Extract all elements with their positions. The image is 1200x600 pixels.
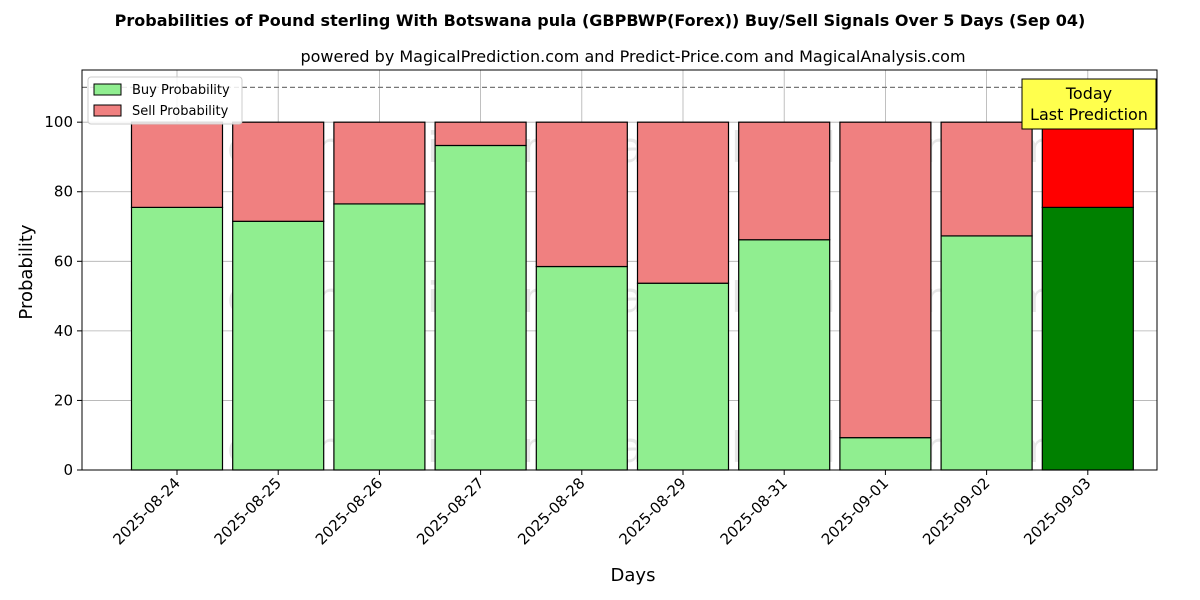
- x-tick-label: 2025-08-25: [211, 474, 285, 548]
- x-tick-label: 2025-08-28: [514, 474, 588, 548]
- x-tick-label: 2025-09-02: [919, 474, 993, 548]
- x-tick-label: 2025-09-03: [1020, 474, 1094, 548]
- x-axis: 2025-08-24 2025-08-25 2025-08-26 2025-08-27…: [109, 470, 1095, 548]
- bars-layer: [130, 121, 1134, 471]
- legend: Buy Probability Sell Probability: [87, 76, 243, 125]
- y-tick-label: 80: [54, 183, 73, 201]
- bar-sell-2025-09-02: [940, 121, 1033, 237]
- chart-subtitle: powered by MagicalPrediction.com and Pre…: [300, 47, 965, 66]
- bar-sell-2025-08-25: [232, 121, 325, 222]
- x-tick-label: 2025-09-01: [818, 474, 892, 548]
- annotation-text: Last Prediction: [1030, 105, 1148, 124]
- plot-frame: [81, 69, 1158, 471]
- x-tick-label: 2025-08-27: [413, 474, 487, 548]
- legend-label: Buy Probability: [132, 83, 230, 98]
- x-axis-label: Days: [611, 565, 656, 586]
- x-tick-label: 2025-08-24: [109, 474, 183, 548]
- x-tick-label: 2025-08-29: [615, 474, 689, 548]
- annotation-text: Today: [1065, 84, 1112, 103]
- bar-sell-2025-08-29: [636, 121, 730, 284]
- bar-sell-2025-08-27: [434, 121, 527, 147]
- y-tick-label: 0: [63, 461, 73, 479]
- today-annotation: Today Last Prediction: [1021, 78, 1157, 130]
- bar-buy-2025-08-26: [333, 203, 426, 471]
- y-tick-label: 20: [54, 391, 73, 409]
- chart-title: Probabilities of Pound sterling With Bot…: [115, 11, 1086, 30]
- bar-sell-2025-08-31: [738, 121, 831, 241]
- bar-buy-2025-08-27: [434, 144, 527, 471]
- x-tick-label: 2025-08-26: [312, 474, 386, 548]
- bar-sell-2025-08-26: [333, 121, 426, 205]
- legend-swatch: [93, 83, 122, 96]
- bar-buy-2025-08-24: [130, 206, 224, 471]
- bar-buy-2025-08-25: [232, 220, 325, 471]
- annotation-box: [1021, 78, 1157, 130]
- y-tick-label: 100: [44, 113, 73, 131]
- legend-swatch: [93, 104, 122, 117]
- bar-buy-2025-08-31: [738, 239, 831, 471]
- legend-label: Sell Probability: [132, 104, 229, 119]
- x-tick-label: 2025-08-31: [717, 474, 791, 548]
- bar-buy-2025-09-02: [940, 235, 1033, 471]
- bar-sell-2025-08-24: [130, 121, 224, 208]
- bar-buy-2025-08-28: [535, 265, 628, 471]
- bar-sell-2025-08-28: [535, 121, 628, 268]
- y-tick-label: 60: [54, 252, 73, 270]
- bar-sell-2025-09-03: [1041, 121, 1134, 208]
- legend-box: [87, 76, 243, 125]
- bar-buy-2025-09-03: [1041, 206, 1134, 471]
- bar-buy-2025-09-01: [839, 437, 932, 471]
- bar-sell-2025-09-01: [839, 121, 932, 439]
- y-axis: 0 20 40 60 80 100: [44, 113, 82, 479]
- y-tick-label: 40: [54, 322, 73, 340]
- bar-buy-2025-08-29: [636, 282, 730, 471]
- y-axis-label: Probability: [16, 224, 37, 319]
